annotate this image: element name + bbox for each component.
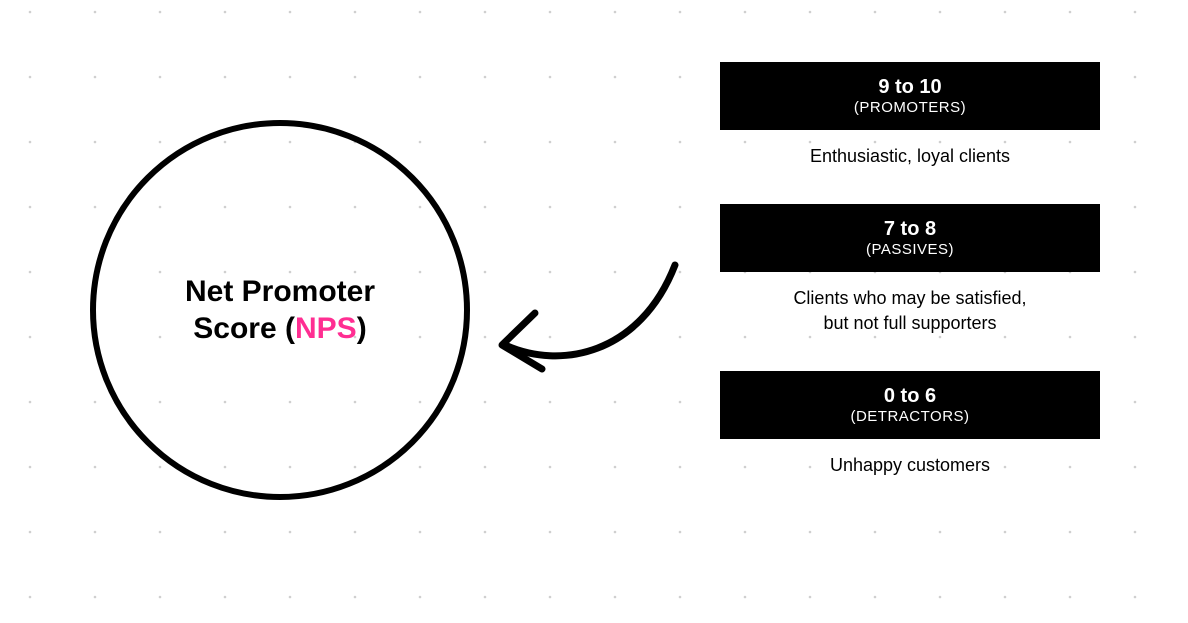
score-range: 7 to 8: [730, 218, 1090, 241]
curved-arrow: [490, 235, 690, 410]
score-card: 9 to 10(PROMOTERS)Enthusiastic, loyal cl…: [720, 62, 1100, 168]
nps-circle: Net Promoter Score (NPS): [90, 120, 470, 500]
score-label: (PROMOTERS): [730, 99, 1090, 116]
score-card-header: 7 to 8(PASSIVES): [720, 204, 1100, 272]
nps-title-accent: NPS: [295, 312, 357, 345]
score-description: Unhappy customers: [720, 439, 1100, 477]
score-categories: 9 to 10(PROMOTERS)Enthusiastic, loyal cl…: [720, 62, 1100, 477]
score-description: Clients who may be satisfied,but not ful…: [720, 272, 1100, 335]
nps-title-line1: Net Promoter: [185, 273, 375, 311]
score-label: (DETRACTORS): [730, 408, 1090, 425]
arrow-icon: [490, 235, 690, 405]
score-card-header: 0 to 6(DETRACTORS): [720, 371, 1100, 439]
score-card: 0 to 6(DETRACTORS)Unhappy customers: [720, 371, 1100, 477]
nps-title-prefix: Score (: [193, 312, 295, 345]
nps-title-suffix: ): [357, 312, 367, 345]
diagram-stage: Net Promoter Score (NPS) 9 to 10(PROMOTE…: [0, 0, 1188, 623]
score-label: (PASSIVES): [730, 241, 1090, 258]
score-card-header: 9 to 10(PROMOTERS): [720, 62, 1100, 130]
score-range: 0 to 6: [730, 385, 1090, 408]
score-card: 7 to 8(PASSIVES)Clients who may be satis…: [720, 204, 1100, 335]
score-range: 9 to 10: [730, 76, 1090, 99]
score-description: Enthusiastic, loyal clients: [720, 130, 1100, 168]
nps-title: Net Promoter Score (NPS): [185, 273, 375, 348]
nps-title-line2: Score (NPS): [185, 310, 375, 348]
